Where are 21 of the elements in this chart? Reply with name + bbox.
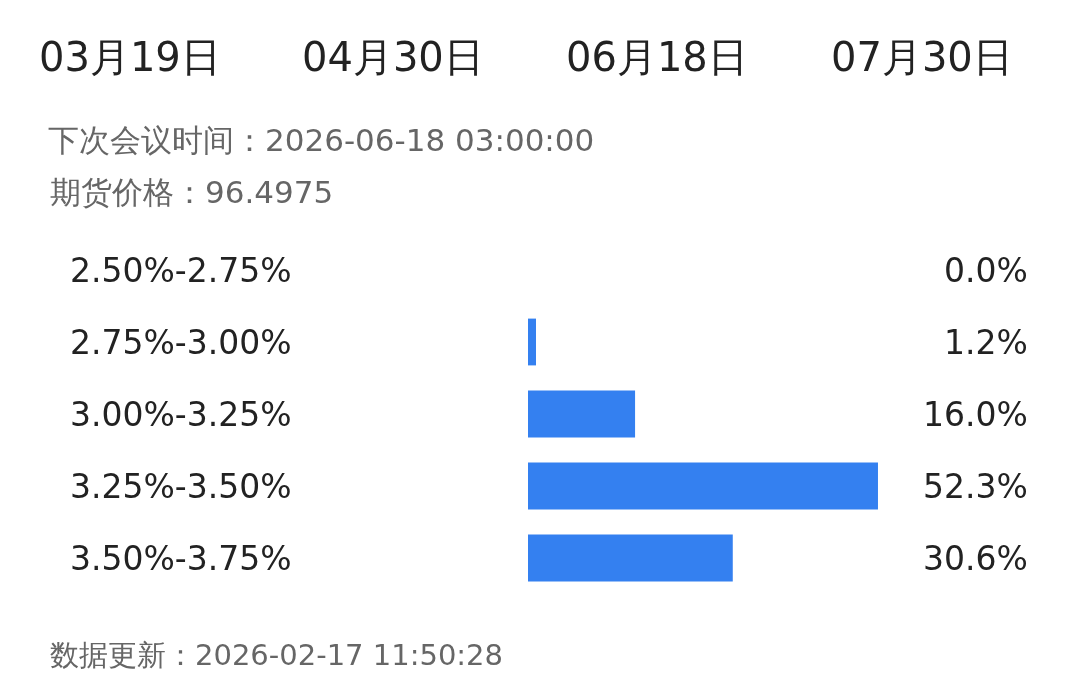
bar [528,534,733,582]
y-tick-label: 3.00%-3.25% [70,394,292,434]
y-tick-label: 2.75%-3.00% [70,322,292,362]
bar [528,318,537,366]
data-label: 52.3% [923,467,1028,506]
y-tick-label: 2.50%-2.75% [70,250,292,290]
text: 期货价格：96.4975 [50,174,334,210]
data-label: 16.0% [923,395,1028,434]
text: 07月30日 [831,34,1013,80]
text: 04月30日 [302,34,484,80]
text: 06月18日 [566,34,748,80]
y-tick-label: 3.50%-3.75% [70,538,292,578]
y-tick-label: 3.25%-3.50% [70,466,292,506]
data-label: 0.0% [944,251,1028,290]
bar [528,390,636,438]
chart-title: 下次会议时间：2026-06-18 03:00:00 [48,121,595,158]
text: 数据更新：2026-02-17 11:50:28 [50,638,503,672]
text: 03月19日 [39,34,221,80]
data-label: 30.6% [923,539,1028,578]
data-label: 1.2% [944,323,1028,362]
bar [528,462,878,510]
